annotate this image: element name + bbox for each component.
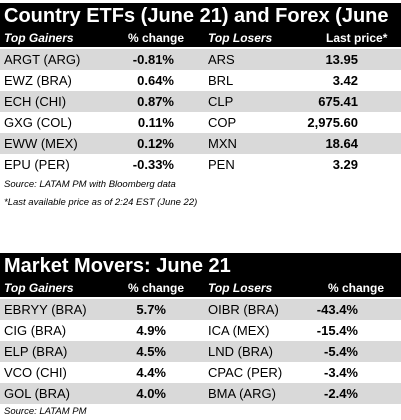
etf-change: -0.81% (132, 52, 174, 67)
gainer-name: ELP (BRA) (4, 344, 68, 359)
gainer-change: 4.4% (136, 365, 166, 380)
etf-name: ARGT (ARG) (4, 52, 81, 67)
table-row: EWW (MEX) 0.12% MXN 18.64 (0, 133, 401, 154)
gainer-change: 4.9% (136, 323, 166, 338)
currency-code: ARS (208, 52, 235, 67)
gainer-name: CIG (BRA) (4, 323, 67, 338)
header-percent-change: % change (128, 31, 185, 45)
gainer-change: 4.5% (136, 344, 166, 359)
etf-change: 0.87% (137, 94, 174, 109)
etf-change: -0.33% (132, 157, 174, 172)
header-top-losers: Top Losers (208, 31, 273, 45)
table-row: EWZ (BRA) 0.64% BRL 3.42 (0, 70, 401, 91)
etf-forex-title: Country ETFs (June 21) and Forex (June 2… (0, 3, 401, 53)
header-top-losers: Top Losers (208, 281, 273, 295)
currency-code: MXN (208, 136, 237, 151)
currency-price: 13.95 (325, 52, 358, 67)
table-row: GXG (COL) 0.11% COP 2,975.60 (0, 112, 401, 133)
currency-code: CLP (208, 94, 234, 109)
gainer-name: EBRYY (BRA) (4, 302, 87, 317)
loser-change: -2.4% (324, 386, 358, 401)
header-top-gainers: Top Gainers (4, 31, 74, 45)
gainer-name: VCO (CHI) (4, 365, 67, 380)
table-row: EBRYY (BRA) 5.7% OIBR (BRA) -43.4% (0, 299, 401, 320)
gainer-change: 4.0% (136, 386, 166, 401)
etf-forex-header-row: Top Gainers % change Top Losers Last pri… (0, 29, 401, 47)
currency-code: BRL (208, 73, 234, 88)
table-row: ECH (CHI) 0.87% CLP 675.41 (0, 91, 401, 112)
market-movers-title: Market Movers: June 21 (0, 253, 401, 279)
header-percent-change: % change (328, 281, 385, 295)
loser-name: BMA (ARG) (208, 386, 276, 401)
table-row: ELP (BRA) 4.5% LND (BRA) -5.4% (0, 341, 401, 362)
gainer-name: GOL (BRA) (4, 386, 70, 401)
loser-change: -43.4% (316, 302, 358, 317)
loser-name: OIBR (BRA) (208, 302, 279, 317)
table-row: ARGT (ARG) -0.81% ARS 13.95 (0, 49, 401, 70)
loser-change: -15.4% (316, 323, 358, 338)
currency-code: COP (208, 115, 237, 130)
etf-change: 0.11% (137, 115, 174, 130)
etf-change: 0.12% (137, 136, 174, 151)
loser-name: CPAC (PER) (208, 365, 283, 380)
source-note: Source: LATAM PM (4, 406, 87, 417)
source-note: Source: LATAM PM with Bloomberg data (4, 179, 176, 190)
market-movers-header-row: Top Gainers % change Top Losers % change (0, 279, 401, 297)
currency-price: 3.29 (332, 157, 358, 172)
loser-change: -3.4% (324, 365, 358, 380)
etf-name: EPU (PER) (4, 157, 70, 172)
currency-price: 675.41 (318, 94, 358, 109)
etf-name: EWZ (BRA) (4, 73, 72, 88)
table-row: CIG (BRA) 4.9% ICA (MEX) -15.4% (0, 320, 401, 341)
etf-name: EWW (MEX) (4, 136, 78, 151)
table-row: GOL (BRA) 4.0% BMA (ARG) -2.4% (0, 383, 401, 404)
etf-name: GXG (COL) (4, 115, 72, 130)
loser-name: ICA (MEX) (208, 323, 270, 338)
loser-name: LND (BRA) (208, 344, 274, 359)
gainer-change: 5.7% (136, 302, 166, 317)
table-row: EPU (PER) -0.33% PEN 3.29 (0, 154, 401, 175)
currency-price: 18.64 (325, 136, 358, 151)
header-top-gainers: Top Gainers (4, 281, 74, 295)
currency-code: PEN (208, 157, 235, 172)
currency-price: 2,975.60 (307, 115, 358, 130)
table-row: VCO (CHI) 4.4% CPAC (PER) -3.4% (0, 362, 401, 383)
currency-price: 3.42 (332, 73, 358, 88)
footnote: *Last available price as of 2:24 EST (Ju… (4, 197, 198, 208)
etf-change: 0.64% (137, 73, 174, 88)
etf-name: ECH (CHI) (4, 94, 67, 109)
header-percent-change: % change (128, 281, 185, 295)
header-last-price: Last price* (326, 31, 388, 45)
loser-change: -5.4% (324, 344, 358, 359)
